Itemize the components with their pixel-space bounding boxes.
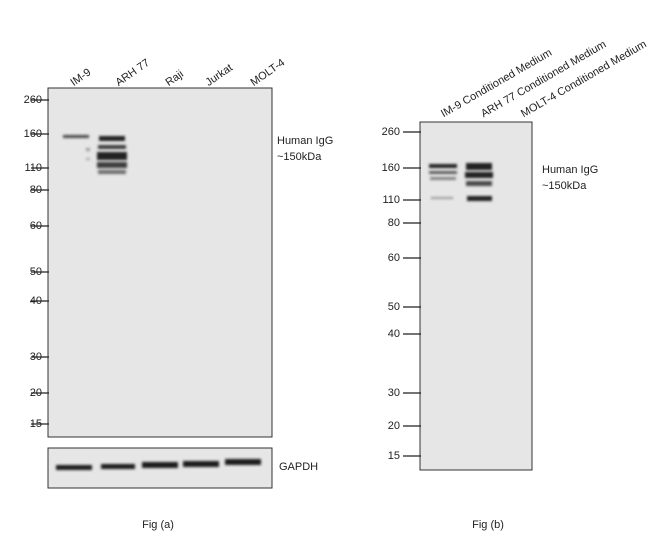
marker-label: 40 — [388, 328, 400, 340]
marker-label: 60 — [388, 252, 400, 264]
band-label: ~150kDa — [542, 180, 587, 192]
gapdh-bands — [56, 459, 261, 470]
loading-control-label: GAPDH — [279, 461, 318, 473]
marker-label: 260 — [382, 126, 400, 138]
marker-label: 110 — [382, 194, 400, 206]
marker-label: 20 — [388, 420, 400, 432]
lane-label: MOLT-4 — [249, 57, 288, 89]
bands-b — [429, 163, 493, 201]
caption: Fig (b) — [472, 519, 504, 531]
band-label: ~150kDa — [277, 151, 322, 163]
marker-label: 160 — [382, 162, 400, 174]
band-label: Human IgG — [277, 135, 333, 147]
marker-label: 50 — [388, 301, 400, 313]
marker-label: 15 — [388, 450, 400, 462]
caption: Fig (a) — [142, 519, 174, 531]
lane-label: Raji — [164, 68, 186, 89]
lane-label: IM-9 — [69, 66, 94, 88]
lane-label: Jurkat — [204, 62, 235, 89]
bands-a — [63, 135, 127, 174]
marker-label: 30 — [388, 387, 400, 399]
marker-label: 80 — [388, 217, 400, 229]
band-label: Human IgG — [542, 164, 598, 176]
blot-a — [47, 87, 273, 438]
lane-label: ARH 77 — [114, 57, 152, 89]
